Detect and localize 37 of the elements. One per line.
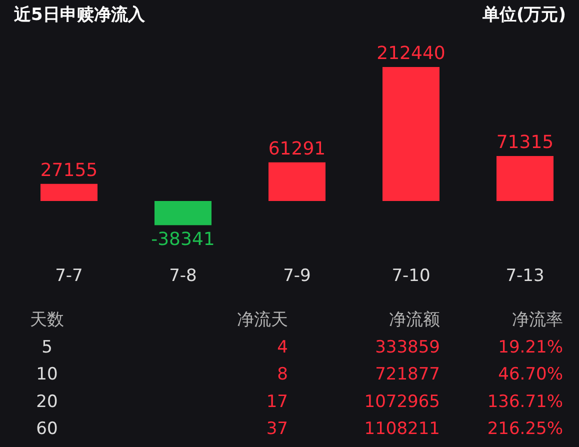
x-tick-label: 7-8 — [169, 266, 197, 286]
data-label: 212440 — [376, 43, 446, 64]
text: 5 — [42, 337, 52, 358]
text: 19.21% — [498, 337, 563, 358]
text: 1108211 — [364, 419, 440, 440]
text: 46.70% — [498, 364, 563, 385]
chart-title: 近5日申赎净流入 — [13, 5, 146, 25]
y-axis-title: 单位(万元) — [481, 5, 566, 25]
text: 136.71% — [487, 392, 563, 412]
category-label: 净流率 — [512, 310, 563, 330]
text: 37 — [266, 419, 288, 440]
bar — [382, 67, 440, 201]
data-label: 27155 — [40, 160, 98, 181]
text: 1072965 — [364, 392, 440, 412]
x-tick-label: 7-10 — [392, 266, 430, 286]
x-tick-label: 7-7 — [55, 266, 83, 286]
data-label: 71315 — [496, 132, 554, 154]
bar — [40, 184, 98, 201]
text: 216.25% — [487, 419, 563, 440]
text: 721877 — [375, 364, 440, 385]
text: 8 — [277, 364, 288, 385]
data-label: -38341 — [151, 229, 215, 250]
data-label: 61291 — [268, 138, 326, 160]
bar — [268, 162, 326, 201]
x-tick-label: 7-9 — [283, 266, 311, 286]
text: 333859 — [375, 337, 440, 358]
bar — [496, 156, 554, 201]
text: 10 — [36, 364, 58, 385]
category-label: 天数 — [30, 310, 64, 330]
text: 4 — [277, 337, 288, 358]
text: 20 — [36, 392, 58, 412]
x-tick-label: 7-13 — [506, 266, 544, 286]
text: 17 — [266, 392, 288, 412]
text: 60 — [36, 419, 58, 440]
category-label: 净流额 — [389, 310, 440, 330]
bar — [154, 201, 212, 226]
category-label: 净流天 — [237, 310, 288, 330]
